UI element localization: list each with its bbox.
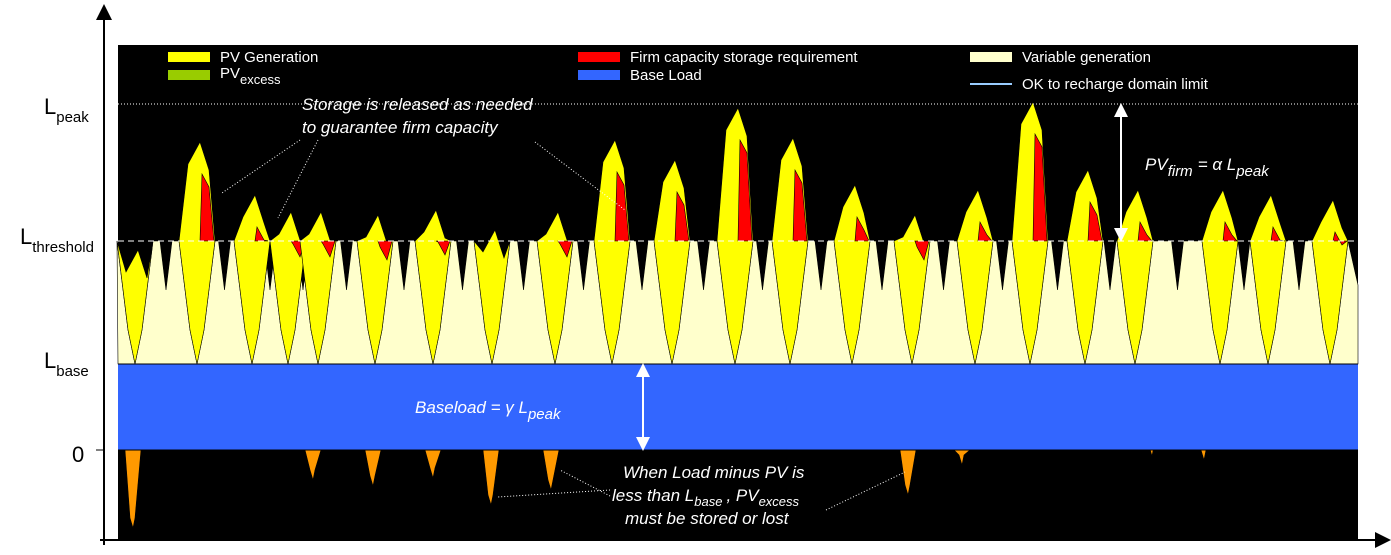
label-main: L (44, 348, 56, 373)
ann-main: , PV (726, 486, 760, 505)
legend-sub: excess (240, 72, 281, 87)
label-main: L (20, 224, 32, 249)
leader-line (221, 139, 301, 194)
legend-swatch (578, 70, 620, 80)
ann-main: less than L (612, 486, 694, 505)
legend-main: PV (220, 65, 240, 82)
ann-sub: excess (759, 494, 800, 509)
pv-firm-label: PVfirm = α Lpeak (1145, 155, 1270, 180)
leader-line (559, 469, 611, 497)
legend-label: Variable generation (1022, 49, 1151, 66)
leader-line (497, 489, 611, 498)
legend-swatch (578, 52, 620, 62)
firm-storage (1222, 221, 1238, 242)
firm-storage (320, 240, 336, 258)
ann-main: Baseload = γ L (415, 398, 528, 417)
ann-sub: peak (527, 406, 562, 423)
legend-swatch (168, 70, 210, 80)
firm-storage (792, 168, 808, 242)
label-sub: base (56, 363, 89, 380)
annotation: less than Lbase , PVexcess (612, 486, 800, 509)
annotation: to guarantee firm capacity (302, 118, 499, 137)
legend-label: Firm capacity storage requirement (630, 49, 858, 66)
threshold-label: Lthreshold (20, 224, 94, 256)
firm-storage (1270, 226, 1286, 242)
annotation: must be stored or lost (625, 509, 790, 528)
legend-swatch (970, 52, 1012, 62)
ann-sub: peak (1235, 163, 1270, 180)
base-load-area (118, 364, 1358, 450)
ann-main: = α L (1198, 155, 1237, 174)
ann-sub: base (694, 494, 722, 509)
leader-line (534, 141, 626, 211)
legend-label: Base Load (630, 67, 702, 84)
legend-label: OK to recharge domain limit (1022, 76, 1209, 93)
legend-label: PVexcess (220, 65, 281, 87)
label-sub: peak (56, 109, 89, 126)
label-main: L (44, 94, 56, 119)
ann-main: PV (1145, 155, 1169, 174)
zero-label: 0 (72, 442, 84, 467)
legend-swatch (168, 52, 210, 62)
baseload-label: Baseload = γ Lpeak (415, 398, 562, 423)
load-shapes (116, 101, 1359, 529)
firm-storage (1032, 132, 1048, 242)
ann-sub: firm (1168, 163, 1193, 180)
label-sub: threshold (32, 239, 94, 256)
peak-label: Lpeak (44, 94, 89, 126)
legend-label: PV Generation (220, 49, 318, 66)
base-label: Lbase (44, 348, 89, 380)
annotation: Storage is released as needed (302, 95, 533, 114)
annotation: When Load minus PV is (623, 463, 805, 482)
